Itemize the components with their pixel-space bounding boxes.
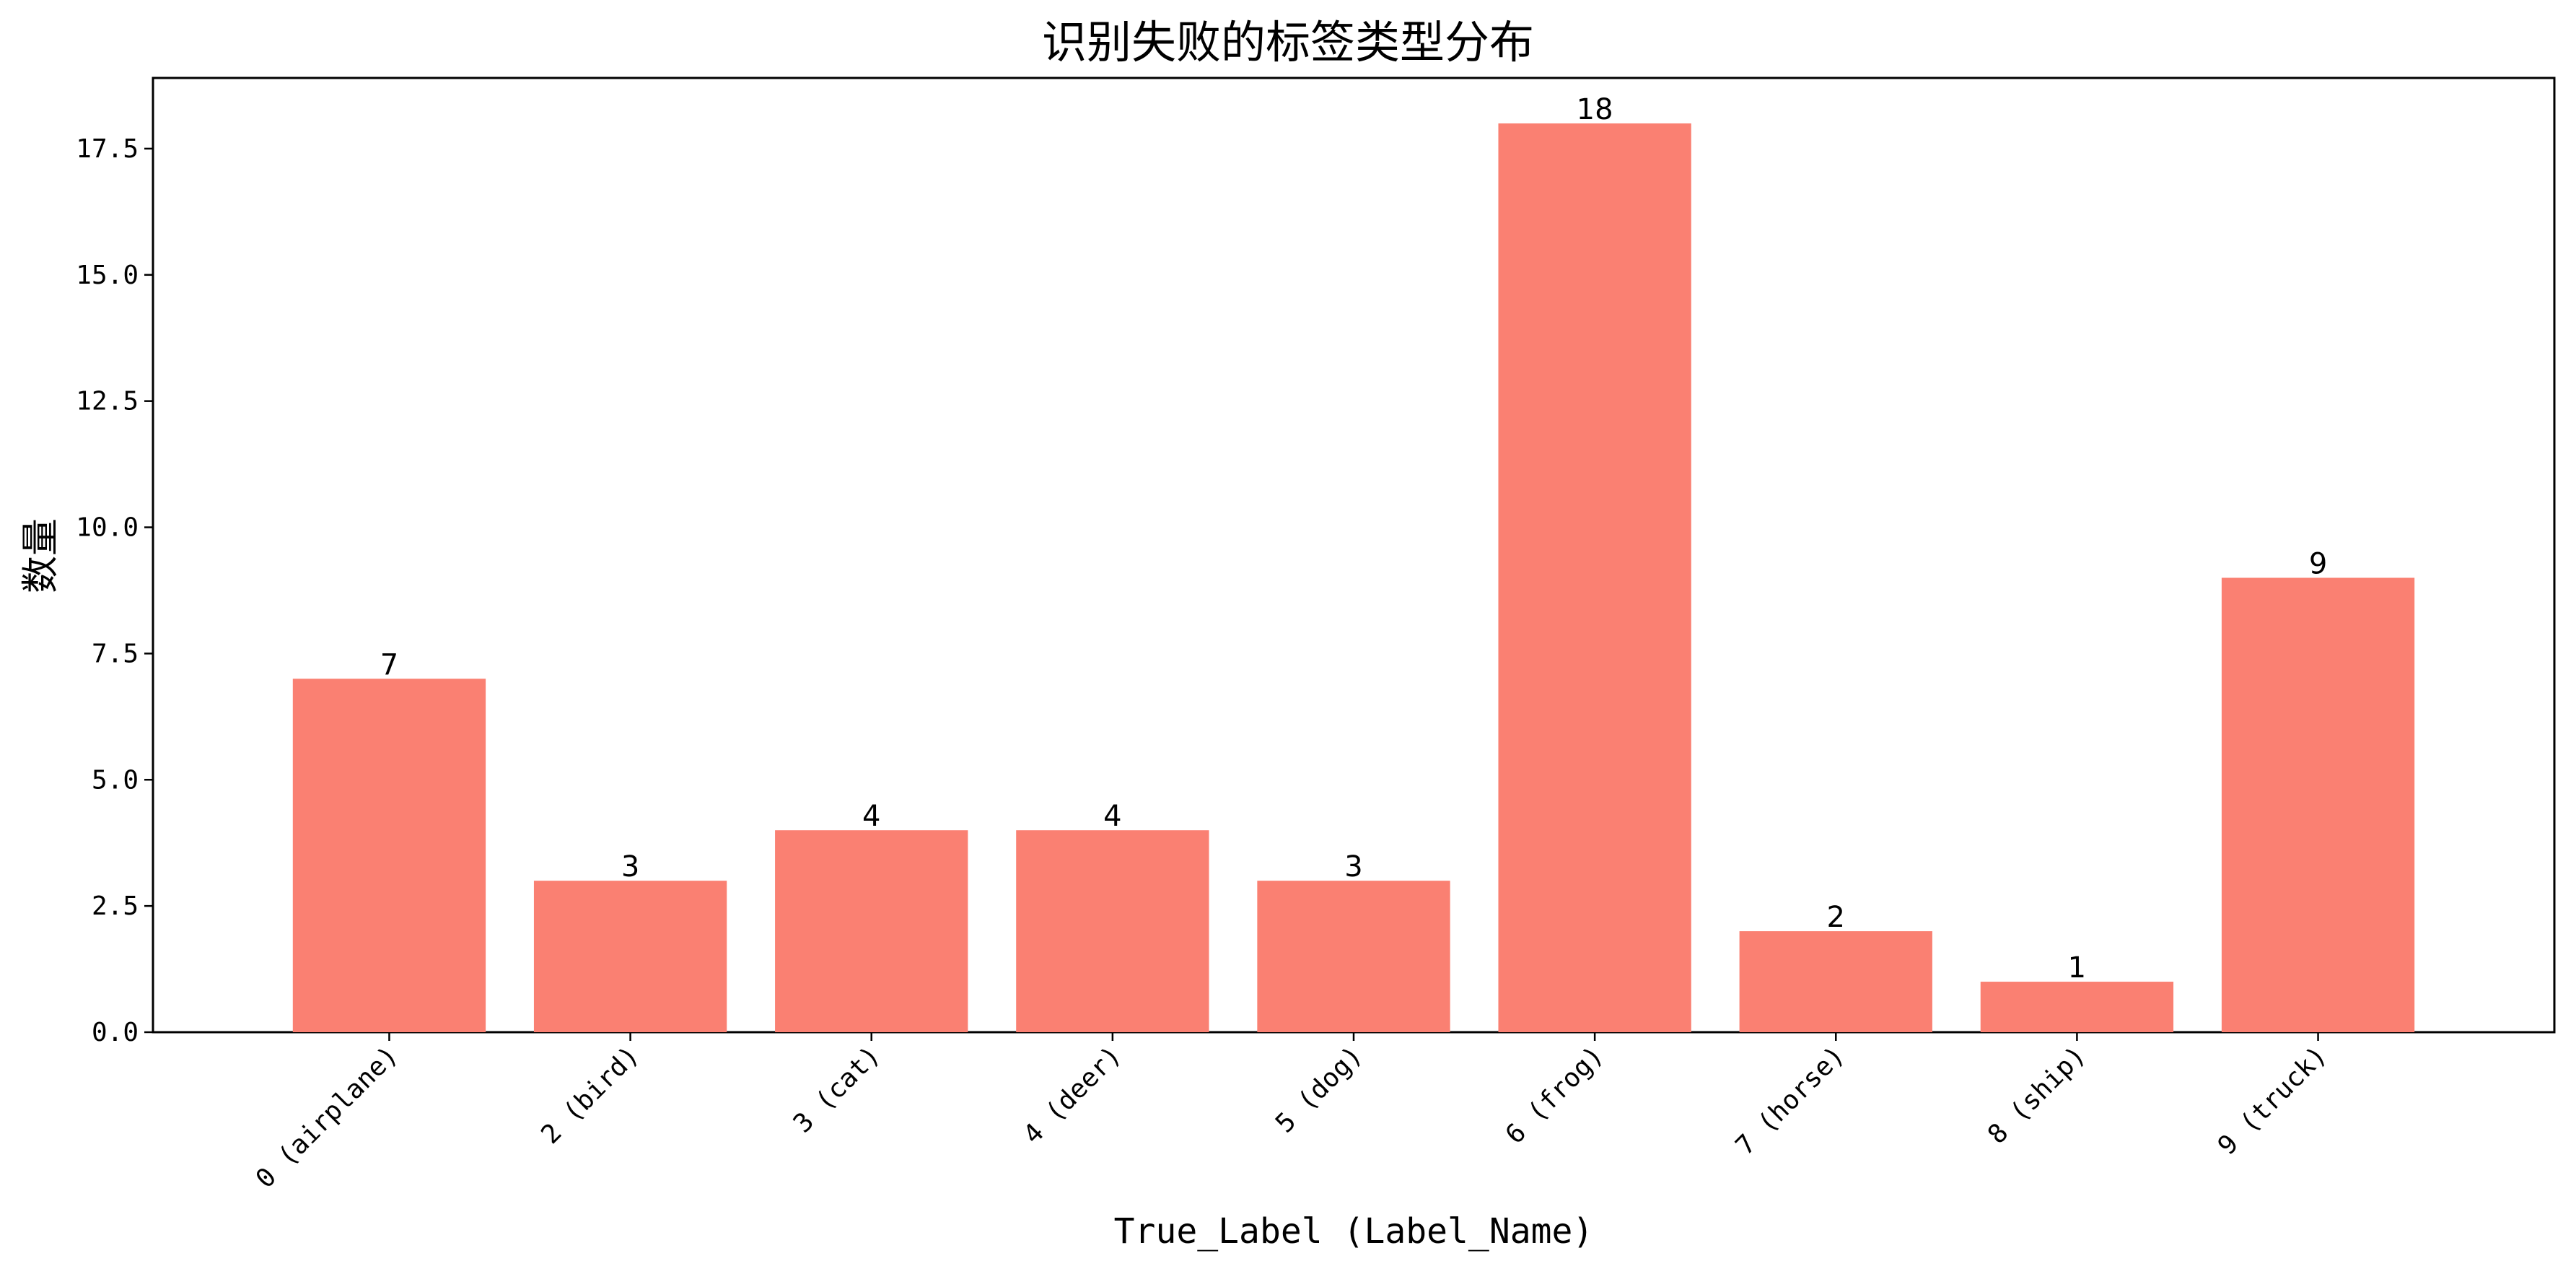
bar-value-label-8: 9 (2309, 547, 2327, 580)
x-tick-label-7: 8 (ship) (1982, 1040, 2092, 1150)
bar-7 (1980, 982, 2174, 1032)
bar-5 (1498, 123, 1691, 1032)
bar-value-label-7: 1 (2068, 951, 2086, 985)
y-tick-label-4: 10.0 (76, 513, 139, 543)
x-axis-label: True_Label (Label_Name) (1114, 1211, 1594, 1252)
bar-4 (1257, 881, 1450, 1032)
bar-value-label-5: 18 (1577, 93, 1613, 126)
bar-value-label-2: 4 (862, 800, 880, 833)
x-tick-label-2: 3 (cat) (788, 1040, 886, 1138)
x-tick-label-0: 0 (airplane) (250, 1040, 404, 1194)
y-tick-label-1: 2.5 (92, 891, 139, 921)
bar-0 (292, 679, 486, 1032)
y-tick-label-2: 5.0 (92, 765, 139, 795)
bar-2 (775, 830, 968, 1032)
bar-value-label-1: 3 (621, 850, 639, 883)
x-tick-label-3: 4 (deer) (1018, 1040, 1128, 1150)
x-tick-label-4: 5 (dog) (1270, 1040, 1368, 1138)
x-axis-ticks: 0 (airplane) 2 (bird) 3 (cat) 4 (deer) 5 (do… (250, 1032, 2333, 1194)
bar-value-label-6: 2 (1827, 901, 1845, 934)
x-tick-label-5: 6 (frog) (1500, 1040, 1610, 1150)
bars-group (292, 123, 2415, 1032)
bar-3 (1016, 830, 1209, 1032)
bar-value-label-4: 3 (1344, 850, 1362, 883)
y-tick-label-3: 7.5 (92, 639, 139, 668)
x-tick-label-1: 2 (bird) (535, 1040, 645, 1150)
bar-1 (533, 881, 727, 1032)
y-tick-label-0: 0.0 (92, 1018, 139, 1047)
y-tick-label-6: 15.0 (76, 261, 139, 290)
y-tick-label-7: 17.5 (76, 134, 139, 164)
y-axis-label: 数量 (19, 518, 63, 593)
y-axis-ticks: 0.0 2.5 5.0 7.5 10.0 12.5 15.0 17.5 (76, 134, 153, 1047)
y-tick-label-5: 12.5 (76, 387, 139, 416)
bar-8 (2221, 577, 2415, 1032)
value-labels-group: 7 3 4 4 3 18 2 1 9 (380, 93, 2328, 985)
x-tick-label-8: 9 (truck) (2212, 1040, 2333, 1161)
chart-title: 识别失败的标签类型分布 (1042, 16, 1534, 69)
x-tick-label-6: 7 (horse) (1730, 1040, 1851, 1161)
bar-value-label-3: 4 (1103, 800, 1121, 833)
bar-value-label-0: 7 (380, 648, 398, 681)
bar-6 (1739, 931, 1932, 1032)
